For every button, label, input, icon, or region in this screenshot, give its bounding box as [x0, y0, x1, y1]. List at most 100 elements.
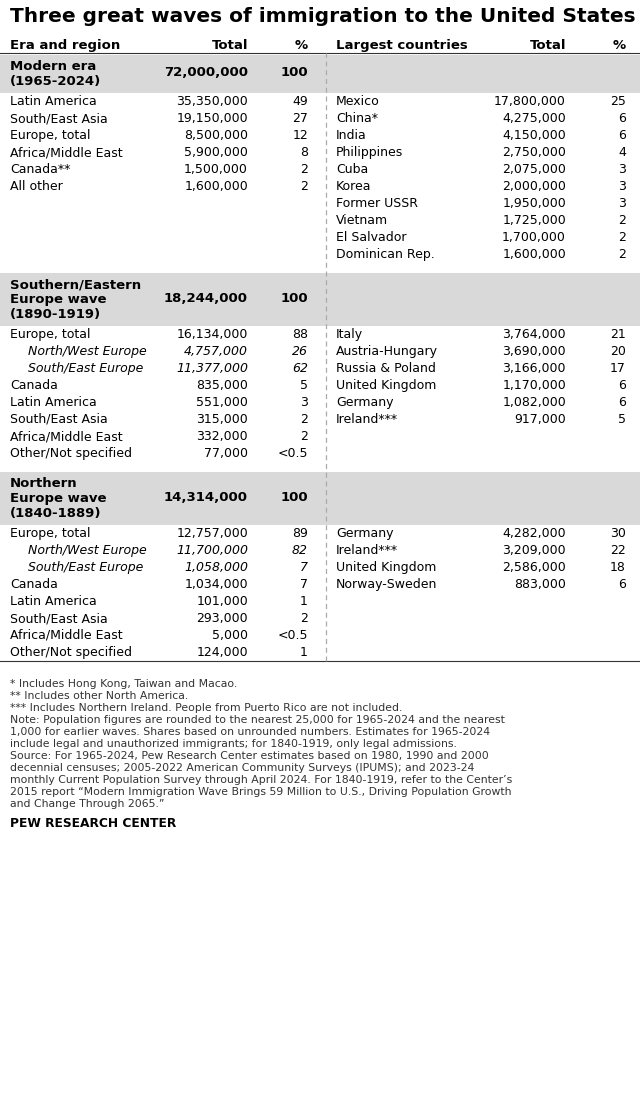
Text: 4,282,000: 4,282,000	[502, 527, 566, 540]
Text: 3: 3	[300, 396, 308, 409]
Text: 5,000: 5,000	[212, 629, 248, 642]
Text: 1,170,000: 1,170,000	[502, 379, 566, 391]
Text: 2015 report “Modern Immigration Wave Brings 59 Million to U.S., Driving Populati: 2015 report “Modern Immigration Wave Bri…	[10, 787, 511, 797]
Text: PEW RESEARCH CENTER: PEW RESEARCH CENTER	[10, 817, 176, 830]
Text: Europe wave: Europe wave	[10, 293, 106, 306]
Text: 5,900,000: 5,900,000	[184, 146, 248, 159]
Text: 100: 100	[280, 67, 308, 80]
Text: 3,764,000: 3,764,000	[502, 328, 566, 340]
Text: Austria-Hungary: Austria-Hungary	[336, 345, 438, 358]
Text: 89: 89	[292, 527, 308, 540]
Text: include legal and unauthorized immigrants; for 1840-1919, only legal admissions.: include legal and unauthorized immigrant…	[10, 739, 457, 749]
Text: All other: All other	[10, 180, 63, 193]
Text: 22: 22	[611, 545, 626, 557]
Text: 2,000,000: 2,000,000	[502, 180, 566, 193]
Text: 16,134,000: 16,134,000	[177, 328, 248, 340]
Text: 1,600,000: 1,600,000	[184, 180, 248, 193]
Text: 27: 27	[292, 112, 308, 125]
Text: 17,800,000: 17,800,000	[494, 95, 566, 108]
Text: decennial censuses; 2005-2022 American Community Surveys (IPUMS); and 2023-24: decennial censuses; 2005-2022 American C…	[10, 763, 474, 773]
Text: 18,244,000: 18,244,000	[164, 292, 248, 305]
Text: Ireland***: Ireland***	[336, 413, 398, 426]
Text: 35,350,000: 35,350,000	[176, 95, 248, 108]
Text: Italy: Italy	[336, 328, 363, 340]
Text: Latin America: Latin America	[10, 95, 97, 108]
Text: 2: 2	[300, 612, 308, 625]
Text: Africa/Middle East: Africa/Middle East	[10, 430, 123, 442]
Text: China*: China*	[336, 112, 378, 125]
Text: * Includes Hong Kong, Taiwan and Macao.: * Includes Hong Kong, Taiwan and Macao.	[10, 679, 237, 689]
Text: (1965-2024): (1965-2024)	[10, 75, 101, 88]
Text: 100: 100	[280, 292, 308, 305]
Text: South/East Europe: South/East Europe	[28, 362, 143, 375]
Text: 332,000: 332,000	[196, 430, 248, 442]
Text: Source: For 1965-2024, Pew Research Center estimates based on 1980, 1990 and 200: Source: For 1965-2024, Pew Research Cent…	[10, 751, 489, 761]
Text: 30: 30	[610, 527, 626, 540]
Text: 77,000: 77,000	[204, 447, 248, 460]
Text: 19,150,000: 19,150,000	[177, 112, 248, 125]
Text: 100: 100	[280, 491, 308, 503]
Text: 4,757,000: 4,757,000	[184, 345, 248, 358]
Text: 62: 62	[292, 362, 308, 375]
Text: 18: 18	[610, 561, 626, 574]
Text: Northern: Northern	[10, 477, 77, 490]
Text: 551,000: 551,000	[196, 396, 248, 409]
Text: 2: 2	[300, 430, 308, 442]
Text: 917,000: 917,000	[515, 413, 566, 426]
Text: 6: 6	[618, 112, 626, 125]
Text: monthly Current Population Survey through April 2024. For 1840-1919, refer to th: monthly Current Population Survey throug…	[10, 775, 512, 785]
Text: South/East Asia: South/East Asia	[10, 612, 108, 625]
Text: (1890-1919): (1890-1919)	[10, 308, 101, 321]
Text: 1,700,000: 1,700,000	[502, 231, 566, 244]
Text: 11,377,000: 11,377,000	[176, 362, 248, 375]
Text: 25: 25	[610, 95, 626, 108]
Text: 72,000,000: 72,000,000	[164, 67, 248, 80]
Text: (1840-1889): (1840-1889)	[10, 507, 102, 520]
Text: Canada: Canada	[10, 379, 58, 391]
Text: Vietnam: Vietnam	[336, 214, 388, 227]
Text: Note: Population figures are rounded to the nearest 25,000 for 1965-2024 and the: Note: Population figures are rounded to …	[10, 715, 505, 725]
Text: 1,725,000: 1,725,000	[502, 214, 566, 227]
Text: 293,000: 293,000	[196, 612, 248, 625]
Text: 2: 2	[618, 214, 626, 227]
Text: Korea: Korea	[336, 180, 371, 193]
Text: Ireland***: Ireland***	[336, 545, 398, 557]
Text: Largest countries: Largest countries	[336, 39, 468, 52]
Text: Other/Not specified: Other/Not specified	[10, 647, 132, 659]
Text: North/West Europe: North/West Europe	[28, 345, 147, 358]
Bar	[0, 273, 640, 326]
Text: Europe wave: Europe wave	[10, 492, 106, 505]
Text: Africa/Middle East: Africa/Middle East	[10, 146, 123, 159]
Text: 883,000: 883,000	[514, 578, 566, 591]
Text: 8: 8	[300, 146, 308, 159]
Text: 82: 82	[292, 545, 308, 557]
Text: Latin America: Latin America	[10, 396, 97, 409]
Text: Russia & Poland: Russia & Poland	[336, 362, 436, 375]
Text: Philippines: Philippines	[336, 146, 403, 159]
Bar	[0, 472, 640, 525]
Text: Former USSR: Former USSR	[336, 197, 418, 210]
Text: Modern era: Modern era	[10, 60, 96, 73]
Text: 2: 2	[618, 231, 626, 244]
Text: 315,000: 315,000	[196, 413, 248, 426]
Text: 835,000: 835,000	[196, 379, 248, 391]
Text: 1,082,000: 1,082,000	[502, 396, 566, 409]
Text: 4,150,000: 4,150,000	[502, 129, 566, 142]
Text: 26: 26	[292, 345, 308, 358]
Text: Total: Total	[211, 39, 248, 52]
Text: South/East Asia: South/East Asia	[10, 112, 108, 125]
Text: 12: 12	[292, 129, 308, 142]
Text: Africa/Middle East: Africa/Middle East	[10, 629, 123, 642]
Text: <0.5: <0.5	[278, 447, 308, 460]
Text: 2: 2	[300, 163, 308, 176]
Text: 20: 20	[610, 345, 626, 358]
Text: Southern/Eastern: Southern/Eastern	[10, 278, 141, 291]
Text: 49: 49	[292, 95, 308, 108]
Text: Canada**: Canada**	[10, 163, 70, 176]
Text: 2: 2	[618, 248, 626, 261]
Text: 1: 1	[300, 596, 308, 608]
Text: 3,209,000: 3,209,000	[502, 545, 566, 557]
Text: 1,034,000: 1,034,000	[184, 578, 248, 591]
Text: Mexico: Mexico	[336, 95, 380, 108]
Text: 12,757,000: 12,757,000	[176, 527, 248, 540]
